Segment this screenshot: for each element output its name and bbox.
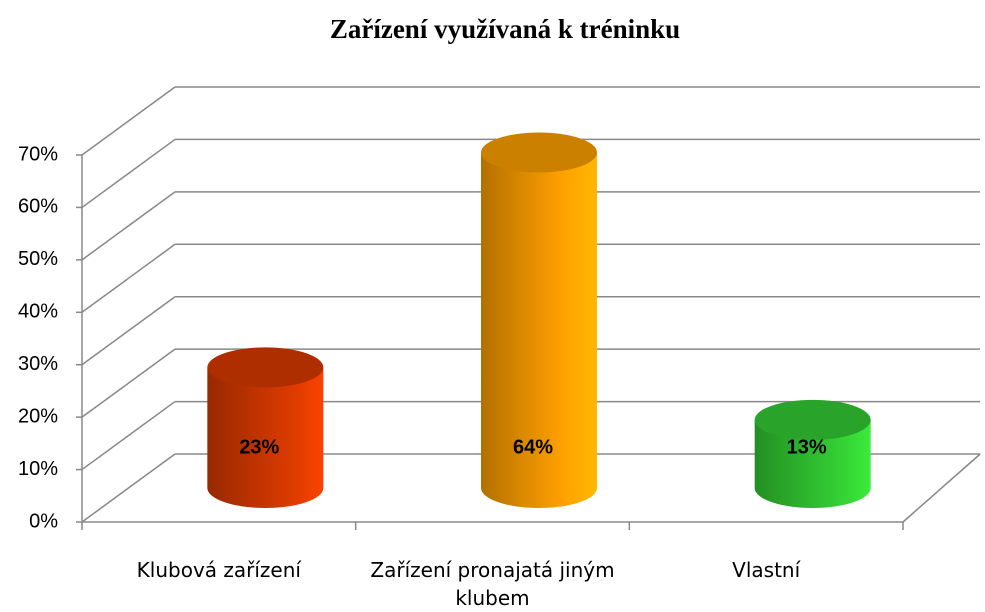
grid-line — [81, 296, 176, 366]
y-tick-label: 10% — [18, 458, 58, 480]
bar — [754, 399, 871, 508]
y-tick-label: 40% — [18, 301, 58, 323]
x-tick-label: Vlastní — [732, 558, 801, 582]
bar — [207, 347, 324, 508]
y-tick-label: 0% — [29, 510, 58, 532]
data-label: 64% — [513, 436, 553, 458]
floor-edge — [902, 453, 981, 523]
y-tick-label: 20% — [18, 405, 58, 427]
x-tick-label: Zařízení pronajatá jiným klubem — [370, 558, 615, 610]
data-label: 13% — [787, 436, 827, 458]
chart-title: Zařízení využívaná k tréninku — [330, 14, 680, 44]
grid-line — [81, 86, 176, 156]
y-tick-label: 70% — [18, 143, 58, 165]
grid-line — [81, 453, 176, 523]
grid-line — [81, 243, 176, 313]
y-tick-label: 30% — [18, 353, 58, 375]
grid-line — [81, 191, 176, 261]
x-tick-label: Klubová zařízení — [136, 558, 301, 582]
grid-line — [81, 400, 176, 471]
bar — [481, 132, 597, 508]
y-tick-label: 50% — [18, 248, 58, 270]
grid-line — [81, 138, 176, 209]
data-label: 23% — [239, 436, 279, 458]
y-tick-label: 60% — [18, 196, 58, 218]
grid-line — [81, 348, 176, 418]
